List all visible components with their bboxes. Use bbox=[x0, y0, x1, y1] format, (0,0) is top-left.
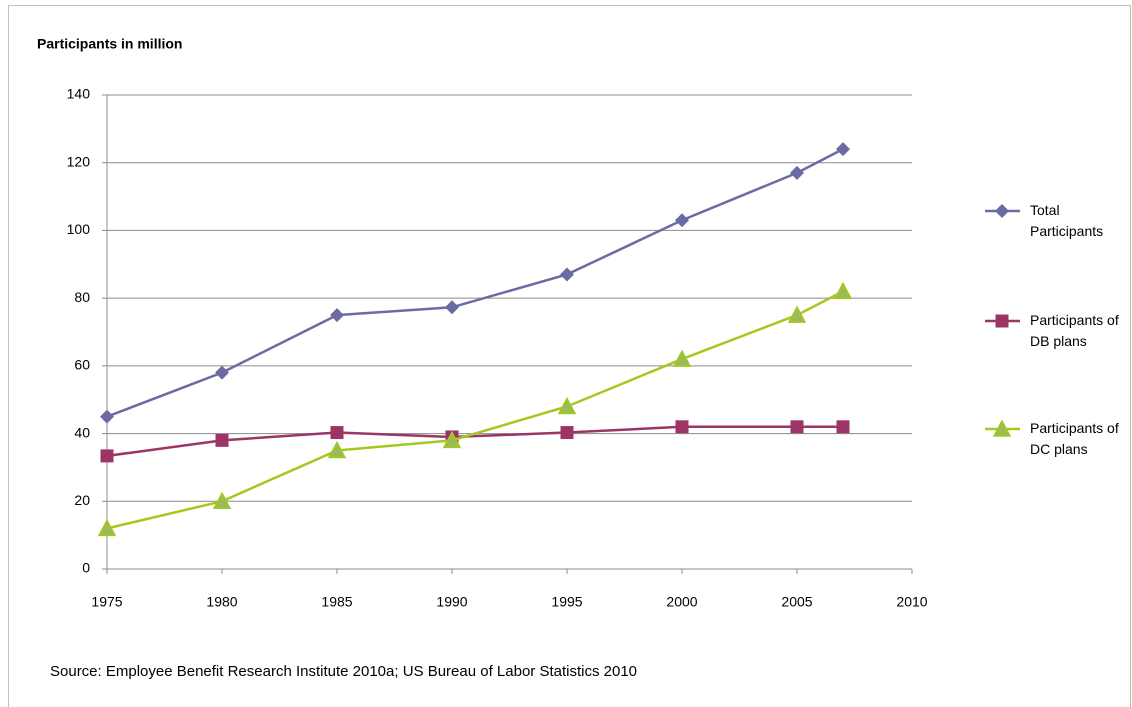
marker bbox=[672, 349, 692, 367]
marker bbox=[787, 305, 807, 323]
x-tick-label: 1990 bbox=[436, 594, 467, 610]
marker bbox=[215, 433, 229, 447]
chart-title: Participants in million bbox=[37, 36, 182, 52]
marker bbox=[212, 491, 232, 510]
marker bbox=[330, 308, 344, 323]
x-tick-label: 2005 bbox=[781, 594, 812, 610]
marker bbox=[215, 365, 229, 380]
series-line bbox=[106, 290, 844, 530]
source-note: Source: Employee Benefit Research Instit… bbox=[50, 663, 637, 680]
x-tick-label: 2000 bbox=[666, 594, 697, 610]
x-tick-label: 2010 bbox=[896, 594, 927, 610]
marker bbox=[560, 267, 574, 282]
y-tick-label: 60 bbox=[74, 357, 90, 373]
marker bbox=[790, 165, 804, 180]
marker bbox=[557, 396, 577, 415]
x-tick-label: 1980 bbox=[206, 594, 237, 610]
y-tick-label: 80 bbox=[74, 289, 90, 305]
marker bbox=[442, 430, 462, 449]
marker bbox=[97, 518, 117, 537]
y-tick-label: 120 bbox=[67, 153, 91, 169]
marker bbox=[995, 204, 1009, 218]
y-tick-label: 40 bbox=[74, 424, 90, 440]
marker bbox=[100, 449, 114, 463]
marker bbox=[995, 314, 1009, 328]
marker bbox=[560, 426, 574, 440]
x-tick-label: 1985 bbox=[321, 594, 352, 610]
marker bbox=[330, 426, 344, 440]
marker bbox=[445, 300, 459, 315]
marker bbox=[675, 420, 689, 434]
legend-label: Participants of DB plans bbox=[1030, 312, 1119, 349]
y-tick-label: 140 bbox=[67, 86, 91, 102]
marker bbox=[836, 142, 850, 157]
marker bbox=[675, 213, 689, 228]
y-tick-label: 100 bbox=[67, 221, 91, 237]
x-tick-label: 1995 bbox=[551, 594, 582, 610]
marker bbox=[992, 419, 1012, 437]
legend-label: Participants of DC plans bbox=[1030, 420, 1119, 457]
marker bbox=[327, 440, 347, 459]
x-tick-label: 1975 bbox=[91, 594, 122, 610]
marker bbox=[833, 281, 853, 300]
marker bbox=[790, 420, 804, 434]
y-tick-label: 0 bbox=[82, 560, 90, 576]
y-tick-label: 20 bbox=[74, 492, 90, 508]
legend-label: Total Participants bbox=[1030, 202, 1104, 239]
marker bbox=[836, 420, 850, 434]
series-line bbox=[106, 148, 844, 418]
marker bbox=[100, 409, 114, 424]
series-line bbox=[106, 425, 843, 458]
chart-frame bbox=[8, 5, 1131, 707]
